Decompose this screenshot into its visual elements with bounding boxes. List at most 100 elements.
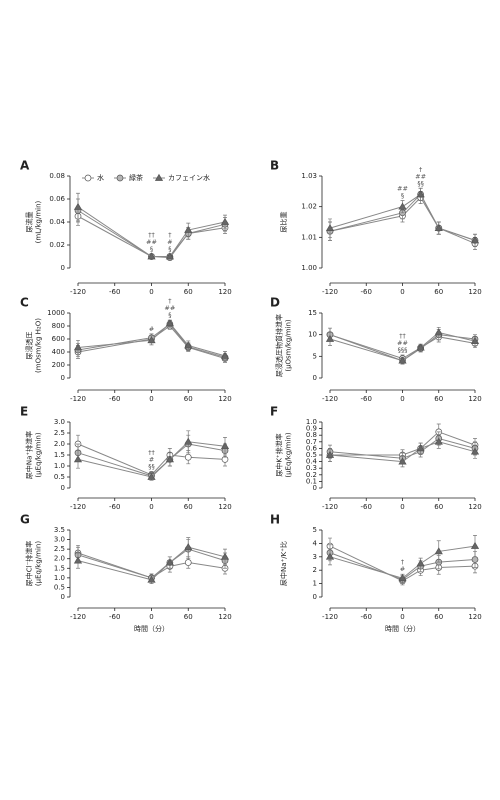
- point: [220, 217, 230, 225]
- panel-label: H: [270, 513, 280, 527]
- y-axis-label: (mL/kg/min): [35, 200, 43, 243]
- x-tick-label: 0: [400, 288, 404, 296]
- point: [184, 437, 193, 445]
- annotation: #: [149, 456, 154, 464]
- point: [471, 556, 479, 563]
- x-tick-label: 0: [149, 288, 153, 296]
- point: [73, 455, 83, 463]
- point: [165, 455, 174, 463]
- point: [184, 453, 192, 461]
- x-tick-label: 60: [434, 395, 443, 403]
- x-tick-label: 0: [149, 503, 153, 511]
- point: [184, 225, 193, 233]
- y-axis-label: (μEq/kg/min): [285, 432, 293, 477]
- x-tick-label: -60: [361, 288, 372, 296]
- x-tick-label: -60: [361, 503, 372, 511]
- y-tick-label: 1.03: [301, 172, 317, 180]
- x-tick-label: -120: [70, 395, 86, 403]
- y-tick-label: 1.01: [301, 233, 317, 241]
- panel: G 尿中Cl⁻排泄率 (μEq/kg/min) 0 0.51.0 1.52.0 2.53.0…: [20, 513, 232, 634]
- x-tick-label: -120: [70, 503, 86, 511]
- x-tick-label: 120: [218, 503, 231, 511]
- y-tick-label: 1.0: [54, 574, 65, 582]
- y-tick-label: 1.00: [301, 264, 317, 272]
- point: [165, 252, 174, 260]
- point: [416, 444, 425, 452]
- x-tick-label: -60: [109, 613, 120, 621]
- point: [184, 341, 193, 349]
- annotation: #: [149, 325, 154, 333]
- point: [470, 236, 480, 244]
- point: [398, 356, 407, 364]
- x-tick-label: 120: [468, 613, 481, 621]
- x-tick-label: -120: [322, 395, 338, 403]
- y-tick-label: 0.2: [306, 471, 317, 479]
- series-line: [77, 548, 226, 579]
- x-tick-label: -120: [322, 613, 338, 621]
- point: [470, 336, 480, 345]
- point: [434, 328, 443, 336]
- point: [434, 223, 443, 231]
- y-tick-label: 0.3: [306, 464, 317, 472]
- point: [434, 437, 443, 445]
- x-tick-label: -60: [109, 503, 120, 511]
- annotation: §: [401, 192, 404, 200]
- panel: E 尿中Na⁺排泄率 (μEq/kg/min) 0 0.5 1.0 1.5 2.0 2.5 3.0…: [20, 405, 232, 512]
- panel-label: A: [20, 159, 30, 173]
- y-axis-label: 尿中Na⁺/K⁺比: [279, 541, 288, 586]
- panel-label: E: [20, 405, 28, 419]
- point: [73, 556, 83, 564]
- point: [147, 575, 156, 583]
- x-tick-label: 60: [434, 613, 443, 621]
- y-axis-label: 尿浸透圧物質排泄率: [275, 314, 284, 377]
- y-tick-label: 0.02: [49, 241, 65, 249]
- point: [325, 552, 335, 560]
- point: [220, 552, 230, 560]
- y-axis-label: (mOsm/kg H₂O): [35, 318, 43, 373]
- y-tick-label: 2.0: [54, 440, 65, 448]
- point: [184, 559, 192, 566]
- annotation: ##: [397, 185, 408, 193]
- legend-label: カフェイン水: [168, 173, 210, 182]
- annotation: ##: [146, 238, 157, 246]
- annotation: §§§: [398, 346, 408, 354]
- point: [73, 343, 83, 351]
- x-tick-label: 60: [184, 395, 193, 403]
- x-tick-label: 60: [184, 288, 193, 296]
- y-tick-label: 15: [308, 309, 317, 317]
- y-tick-label: 0: [61, 484, 65, 492]
- y-tick-label: 400: [52, 348, 65, 356]
- y-tick-label: 0.4: [306, 458, 318, 466]
- x-tick-label: 0: [149, 613, 153, 621]
- x-tick-label: 120: [218, 395, 231, 403]
- x-tick-label: 0: [400, 395, 404, 403]
- x-tick-label: -120: [322, 288, 338, 296]
- y-tick-label: 2: [313, 566, 317, 574]
- point: [470, 447, 480, 455]
- x-tick-label: -120: [322, 503, 338, 511]
- panel-label: B: [270, 159, 279, 173]
- x-axis-label: 時間（分）: [385, 624, 420, 633]
- x-tick-label: 0: [149, 395, 153, 403]
- point: [416, 559, 425, 567]
- y-axis-label: 尿中K⁺排泄率: [275, 433, 284, 476]
- y-tick-label: 1.5: [54, 564, 65, 572]
- point: [325, 450, 335, 458]
- y-tick-label: 0.5: [306, 451, 317, 459]
- y-tick-label: 10: [308, 331, 317, 339]
- annotation: §§: [417, 179, 424, 187]
- y-tick-label: 1.02: [301, 203, 317, 211]
- legend-marker: [116, 174, 124, 182]
- point: [416, 343, 425, 351]
- y-tick-label: 0.8: [306, 431, 317, 439]
- y-axis-label: 尿比重: [279, 212, 288, 233]
- y-tick-label: 0.5: [54, 583, 65, 591]
- annotation: §: [150, 245, 153, 253]
- x-tick-label: -120: [70, 613, 86, 621]
- annotation: §§: [148, 463, 155, 471]
- point: [73, 202, 83, 210]
- panel: D 尿浸透圧物質排泄率 (μOsm/kg/min) 0 5 10 15 -120 -60 0 60 1…: [270, 296, 482, 404]
- y-tick-label: 3.0: [54, 418, 65, 426]
- y-tick-label: 0.04: [49, 218, 65, 226]
